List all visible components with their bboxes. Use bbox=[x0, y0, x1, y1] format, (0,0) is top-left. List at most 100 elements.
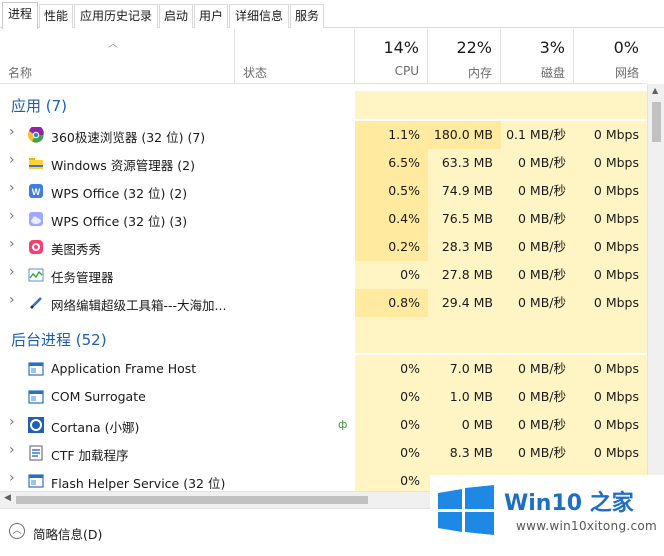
process-name: Application Frame Host bbox=[51, 361, 197, 376]
task-manager-icon bbox=[28, 267, 44, 283]
cell-disk: 0 MB/秒 bbox=[501, 355, 574, 383]
horizontal-scrollbar[interactable]: ◀ bbox=[0, 491, 430, 508]
expand-chevron-icon[interactable]: › bbox=[9, 442, 15, 458]
cell-mem: 63.3 MB bbox=[428, 149, 501, 177]
network-label: 网络 bbox=[614, 66, 639, 80]
group-apps[interactable]: 应用 (7) bbox=[0, 91, 647, 119]
expand-chevron-icon[interactable]: › bbox=[9, 292, 15, 308]
heat-fill bbox=[501, 91, 574, 119]
column-name-label: 名称 bbox=[8, 66, 33, 80]
cell-cpu: 1.1% bbox=[355, 121, 428, 149]
cell-mem: 180.0 MB bbox=[428, 121, 501, 149]
window-icon bbox=[28, 473, 44, 489]
tab-services[interactable]: 服务 bbox=[290, 4, 324, 28]
horizontal-scroll-thumb[interactable] bbox=[16, 496, 368, 504]
process-row[interactable]: › 美图秀秀 0.2% 28.3 MB 0 MB/秒 0 Mbps bbox=[0, 233, 647, 261]
windows-logo-icon bbox=[438, 485, 494, 535]
process-row[interactable]: › 网络编辑超级工具箱---大海加... 0.8% 29.4 MB 0 MB/秒 0 Mb… bbox=[0, 289, 647, 317]
expand-chevron-icon[interactable]: › bbox=[9, 124, 15, 140]
meitu-icon bbox=[28, 239, 44, 255]
process-row[interactable]: › Cortana (小娜) ф 0% 0 MB 0 MB/秒 0 Mbps bbox=[0, 411, 647, 439]
cell-disk: 0 MB/秒 bbox=[501, 289, 574, 317]
tab-startup[interactable]: 启动 bbox=[159, 4, 193, 28]
watermark-brand: Win10 之家 bbox=[504, 491, 634, 516]
process-name: CTF 加载程序 bbox=[51, 448, 129, 463]
cell-net: 0 Mbps bbox=[574, 177, 647, 205]
expand-chevron-icon[interactable]: › bbox=[9, 236, 15, 252]
vertical-scrollbar[interactable]: ▲ bbox=[647, 84, 664, 491]
cell-mem: 7.0 MB bbox=[428, 355, 501, 383]
cell-net: 0 Mbps bbox=[574, 355, 647, 383]
cell-cpu: 6.5% bbox=[355, 149, 428, 177]
process-name: WPS Office (32 位) (3) bbox=[51, 214, 188, 229]
cell-cpu: 0% bbox=[355, 467, 428, 491]
fewer-details-button[interactable]: 简略信息(D) bbox=[33, 527, 103, 542]
expand-chevron-icon[interactable]: › bbox=[9, 470, 15, 486]
expand-chevron-icon[interactable]: › bbox=[9, 152, 15, 168]
expand-chevron-icon[interactable]: › bbox=[9, 414, 15, 430]
cell-mem: 27.8 MB bbox=[428, 261, 501, 289]
collapse-up-icon[interactable]: ︿ bbox=[9, 523, 25, 539]
cell-disk: 0 MB/秒 bbox=[501, 439, 574, 467]
memory-total: 22% bbox=[456, 38, 492, 57]
disk-label: 磁盘 bbox=[540, 66, 565, 80]
process-row[interactable]: › W WPS Office (32 位) (2) 0.5% 74.9 MB 0 MB/秒… bbox=[0, 177, 647, 205]
cell-disk: 0 MB/秒 bbox=[501, 205, 574, 233]
watermark-url: www.win10xitong.com bbox=[516, 519, 658, 533]
cell-disk: 0 MB/秒 bbox=[501, 383, 574, 411]
tab-details[interactable]: 详细信息 bbox=[229, 4, 289, 28]
column-network[interactable]: 0% 网络 bbox=[574, 29, 647, 84]
process-name: 任务管理器 bbox=[51, 270, 114, 285]
cell-disk: 0 MB/秒 bbox=[501, 233, 574, 261]
cell-net: 0 Mbps bbox=[574, 149, 647, 177]
process-row[interactable]: › Windows 资源管理器 (2) 6.5% 63.3 MB 0 MB/秒 0 Mbp… bbox=[0, 149, 647, 177]
group-label: 应用 (7) bbox=[11, 97, 68, 115]
tab-users[interactable]: 用户 bbox=[194, 4, 228, 28]
column-disk[interactable]: 3% 磁盘 bbox=[501, 29, 574, 84]
column-cpu[interactable]: 14% CPU bbox=[355, 29, 428, 84]
expand-chevron-icon[interactable]: › bbox=[9, 208, 15, 224]
cell-mem: 28.3 MB bbox=[428, 233, 501, 261]
cell-cpu: 0% bbox=[355, 439, 428, 467]
process-name: Flash Helper Service (32 位) bbox=[51, 476, 226, 491]
tab-processes[interactable]: 进程 bbox=[2, 2, 38, 29]
cell-net: 0 Mbps bbox=[574, 233, 647, 261]
group-background[interactable]: 后台进程 (52) bbox=[0, 325, 647, 353]
cell-mem: 8.3 MB bbox=[428, 439, 501, 467]
chrome-360-icon bbox=[27, 125, 44, 143]
process-name: Windows 资源管理器 (2) bbox=[51, 158, 195, 173]
cell-cpu: 0% bbox=[355, 355, 428, 383]
heat-fill bbox=[355, 325, 428, 353]
process-name: WPS Office (32 位) (2) bbox=[51, 186, 188, 201]
window-icon bbox=[28, 361, 44, 377]
process-name: Cortana (小娜) bbox=[51, 420, 140, 435]
process-row[interactable]: › WPS Office (32 位) (3) 0.4% 76.5 MB 0 MB/秒 0… bbox=[0, 205, 647, 233]
tab-performance[interactable]: 性能 bbox=[39, 4, 73, 28]
process-row[interactable]: › 360极速浏览器 (32 位) (7) 1.1% 180.0 MB 0.1 MB/秒… bbox=[0, 121, 647, 149]
column-name[interactable]: ︿ 名称 bbox=[0, 29, 235, 84]
tab-bar: 进程 性能 应用历史记录 启动 用户 详细信息 服务 bbox=[0, 0, 664, 29]
process-row[interactable]: COM Surrogate 0% 1.0 MB 0 MB/秒 0 Mbps bbox=[0, 383, 647, 411]
cell-cpu: 0% bbox=[355, 261, 428, 289]
cell-net: 0 Mbps bbox=[574, 261, 647, 289]
cell-net: 0 Mbps bbox=[574, 411, 647, 439]
scroll-up-icon[interactable]: ▲ bbox=[652, 86, 659, 95]
vertical-scroll-thumb[interactable] bbox=[652, 102, 661, 142]
cell-net: 0 Mbps bbox=[574, 383, 647, 411]
process-name: 美图秀秀 bbox=[51, 242, 102, 257]
expand-chevron-icon[interactable]: › bbox=[9, 180, 15, 196]
column-status-label: 状态 bbox=[243, 66, 268, 80]
heat-fill bbox=[574, 91, 647, 119]
column-memory[interactable]: 22% 内存 bbox=[428, 29, 501, 84]
column-header-row: ︿ 名称 状态 14% CPU 22% 内存 3% 磁盘 0% 网络 bbox=[0, 29, 647, 84]
tab-app-history[interactable]: 应用历史记录 bbox=[74, 4, 158, 28]
process-row[interactable]: › CTF 加载程序 0% 8.3 MB 0 MB/秒 0 Mbps bbox=[0, 439, 647, 467]
cell-cpu: 0% bbox=[355, 411, 428, 439]
process-row[interactable]: Application Frame Host 0% 7.0 MB 0 MB/秒 0 Mb… bbox=[0, 355, 647, 383]
column-status[interactable]: 状态 bbox=[235, 29, 355, 84]
expand-chevron-icon[interactable]: › bbox=[9, 264, 15, 280]
scroll-left-icon[interactable]: ◀ bbox=[4, 493, 11, 503]
cell-mem: 1.0 MB bbox=[428, 383, 501, 411]
cell-mem: 29.4 MB bbox=[428, 289, 501, 317]
process-row[interactable]: › 任务管理器 0% 27.8 MB 0 MB/秒 0 Mbps bbox=[0, 261, 647, 289]
